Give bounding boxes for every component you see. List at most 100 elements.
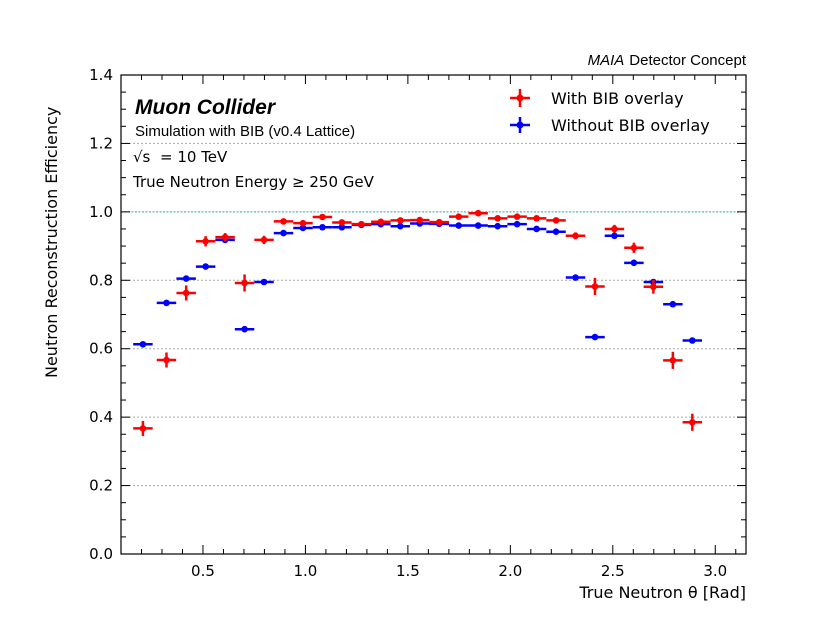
data-point (585, 277, 605, 295)
data-marker (202, 263, 209, 270)
data-marker (474, 209, 482, 217)
experiment-title: Muon Collider (135, 96, 277, 119)
data-marker (221, 233, 229, 241)
data-point (565, 274, 586, 281)
data-marker (552, 217, 560, 224)
data-marker (397, 222, 404, 230)
x-tick-labels: 0.5 1.0 1.5 2.0 2.5 3.0 (191, 562, 727, 580)
data-marker (319, 223, 326, 231)
data-marker (669, 300, 677, 308)
data-marker (591, 333, 599, 341)
data-marker (241, 279, 248, 287)
y-tick-label: 1.2 (89, 134, 113, 152)
data-point (410, 216, 430, 224)
y-tick-label: 1.4 (89, 66, 113, 84)
data-point (624, 259, 644, 267)
data-point (156, 352, 177, 368)
data-point (195, 263, 216, 270)
data-marker (260, 236, 268, 244)
selection-label: True Neutron Energy ≥ 250 GeV (132, 173, 375, 191)
data-marker (533, 215, 540, 222)
data-point (254, 278, 274, 286)
plot-frame (120, 74, 747, 555)
data-marker (494, 222, 501, 230)
data-point (468, 209, 488, 217)
data-point (351, 220, 372, 228)
data-marker (182, 289, 190, 297)
y-tick-label: 0.2 (89, 477, 113, 495)
data-point (234, 274, 255, 292)
legend: With BIB overlay Without BIB overlay (510, 89, 710, 135)
data-marker (689, 418, 696, 426)
x-axis-title: True Neutron θ [Rad] (578, 583, 746, 602)
data-marker (552, 228, 560, 236)
data-point (526, 215, 547, 222)
sqrt-s-symbol: √s (133, 148, 151, 166)
data-point (565, 232, 586, 240)
data-point (604, 232, 625, 240)
data-marker (572, 232, 579, 240)
data-marker (139, 425, 147, 432)
x-tick-label: 1.0 (293, 562, 317, 580)
x-tick-label: 1.5 (396, 562, 420, 580)
data-point (332, 223, 352, 231)
data-point (390, 222, 411, 230)
x-tick-label: 0.5 (191, 562, 215, 580)
legend-label-with-bib: With BIB overlay (551, 89, 684, 108)
y-tick-label: 0.6 (89, 340, 113, 358)
data-marker (397, 217, 404, 224)
legend-marker-with-bib-dot (516, 94, 524, 102)
experiment-subtitle: Simulation with BIB (v0.4 Lattice) (135, 123, 355, 140)
data-marker (494, 215, 501, 222)
data-point (546, 217, 566, 224)
data-point (195, 236, 216, 247)
header-experiment: MAIA (588, 52, 625, 69)
data-marker (163, 356, 170, 364)
data-marker (260, 278, 268, 286)
data-point (273, 218, 294, 225)
data-marker (474, 222, 482, 229)
data-point (682, 413, 703, 431)
data-marker (416, 216, 424, 224)
legend-entry-with-bib: With BIB overlay (510, 89, 684, 108)
data-marker (435, 218, 443, 226)
data-point (332, 219, 352, 226)
y-tick-label: 0.8 (89, 271, 113, 289)
data-point (254, 235, 274, 245)
data-marker (299, 224, 307, 232)
data-marker (650, 283, 657, 291)
axis-ticks (121, 74, 746, 555)
data-marker (338, 223, 346, 231)
data-marker (572, 274, 579, 281)
data-marker (513, 213, 521, 220)
data-marker (163, 299, 170, 307)
data-point (624, 242, 644, 253)
data-point (176, 275, 196, 282)
data-point (215, 233, 235, 242)
legend-label-without-bib: Without BIB overlay (551, 116, 710, 135)
data-marker (182, 275, 190, 282)
data-marker (139, 340, 147, 348)
data-marker (630, 259, 638, 267)
data-point (487, 222, 508, 230)
header-detector: Detector Concept (629, 52, 747, 69)
data-point (133, 340, 153, 348)
data-point (526, 225, 547, 233)
data-marker (455, 213, 463, 220)
data-marker (611, 232, 618, 240)
y-tick-label: 0.4 (89, 408, 113, 426)
data-point (546, 228, 566, 236)
data-point (312, 213, 333, 221)
data-point (507, 213, 527, 220)
data-point (507, 220, 527, 228)
data-point (293, 219, 313, 227)
data-point (133, 420, 153, 436)
energy-annotation: √s = 10 TeV (133, 148, 228, 166)
legend-entry-without-bib: Without BIB overlay (510, 116, 710, 135)
data-marker (338, 219, 346, 226)
legend-marker-without-bib-dot (516, 121, 524, 129)
data-point (663, 300, 683, 308)
data-marker (358, 220, 365, 228)
data-point (585, 333, 605, 341)
